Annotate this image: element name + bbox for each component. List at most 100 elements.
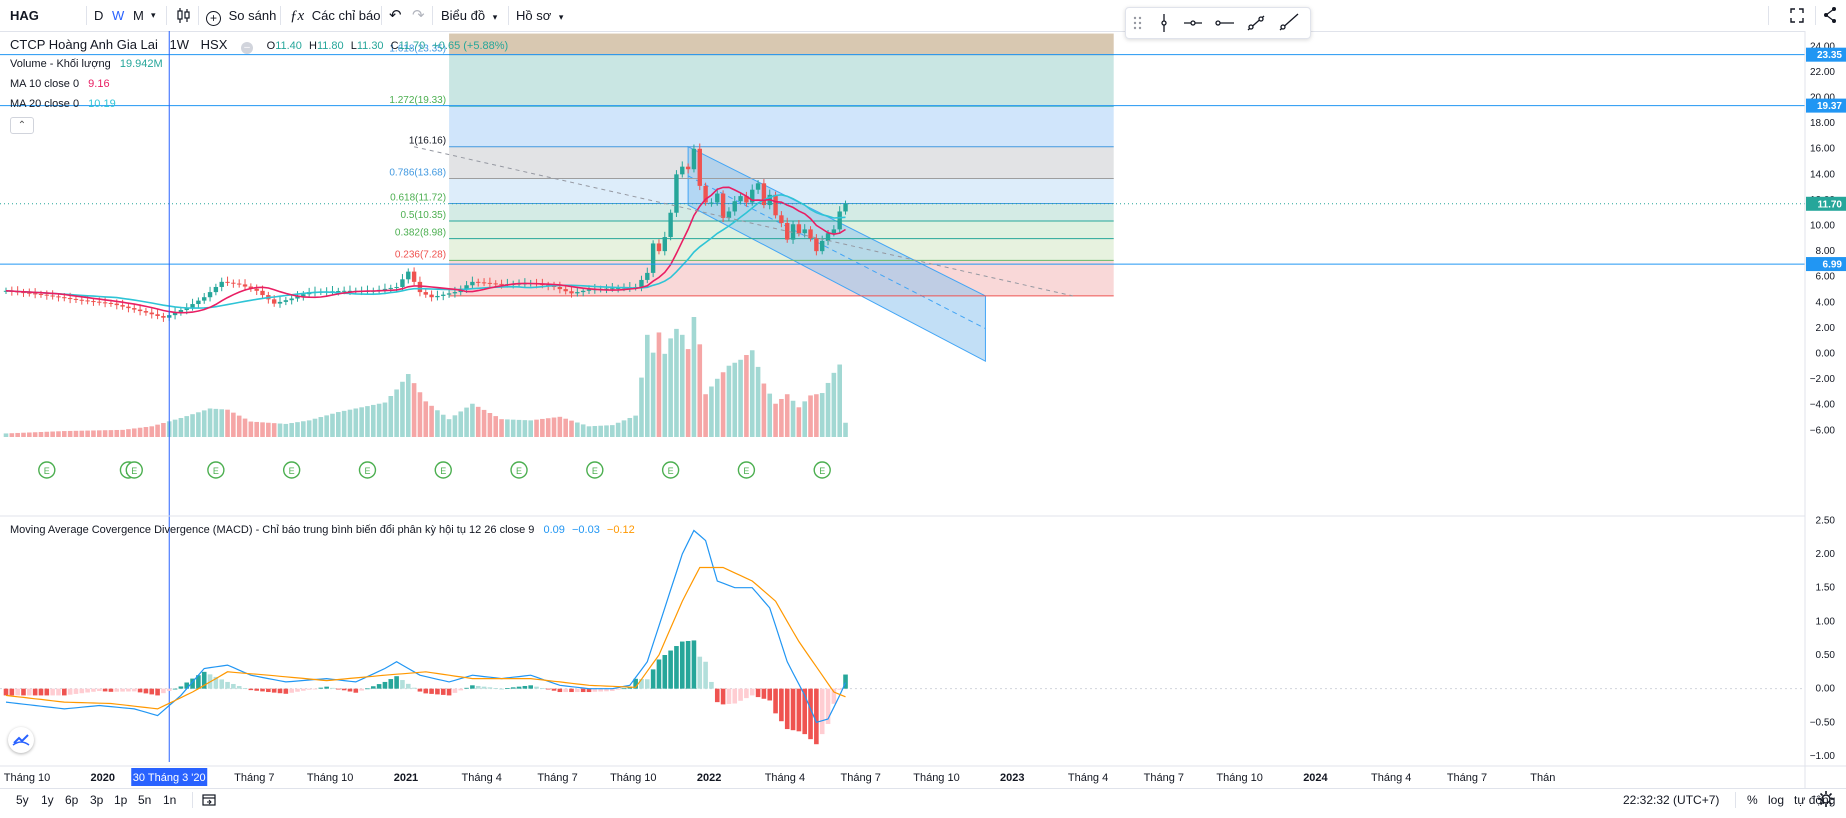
- candle-body: [190, 304, 195, 308]
- price-scale[interactable]: 24.0022.0020.0018.0016.0014.0012.0010.00…: [0, 31, 1846, 788]
- percent-scale-toggle[interactable]: %: [1747, 793, 1758, 807]
- channel-midline: [687, 175, 986, 330]
- candle-body: [196, 300, 201, 305]
- divider: [432, 6, 433, 25]
- profile-menu[interactable]: Hồ sơ ▾: [516, 0, 563, 31]
- divider: [1768, 6, 1769, 25]
- volume-bar: [621, 420, 627, 437]
- horizontal-line-icon[interactable]: [1215, 20, 1234, 26]
- volume-bar: [528, 420, 533, 437]
- macd-histogram-bar: [411, 687, 417, 689]
- macd-lines: [5, 529, 847, 724]
- candle-body: [569, 291, 574, 294]
- range-1m[interactable]: 1p: [114, 793, 128, 807]
- macd-histogram-bar: [563, 688, 568, 693]
- candle: [283, 297, 289, 306]
- macd-histogram-bar: [21, 688, 26, 696]
- price-tick-label: 6.00: [1816, 272, 1836, 283]
- candle-body: [464, 285, 469, 289]
- collapse-legend-button[interactable]: ⌃: [10, 117, 34, 134]
- go-to-date-icon[interactable]: [202, 789, 216, 811]
- macd-histogram-bar: [440, 688, 446, 695]
- macd-histogram-bar: [417, 688, 423, 692]
- log-scale-toggle[interactable]: log: [1768, 793, 1785, 807]
- macd-histogram-bar: [761, 688, 767, 699]
- price-tag-bg: [1806, 98, 1846, 113]
- earnings-event-marker: E: [661, 461, 680, 479]
- symbol-search[interactable]: HAG: [10, 8, 39, 23]
- share-icon[interactable]: [1822, 0, 1838, 31]
- candle: [213, 283, 219, 296]
- candle-body: [382, 288, 388, 290]
- range-1y[interactable]: 1y: [41, 793, 54, 807]
- candle-body: [143, 311, 149, 313]
- clock-time[interactable]: 22:32:32 (UTC+7): [1623, 793, 1720, 807]
- volume-bar: [645, 334, 650, 437]
- volume-bar: [394, 389, 399, 437]
- ohlc-values: O11.40 H11.80 L11.30 C11.70 +0.65 (+5.88…: [267, 40, 509, 52]
- candle-body: [73, 298, 79, 300]
- undo-icon[interactable]: ↶: [389, 7, 402, 24]
- macd-histogram-bar: [779, 688, 784, 722]
- redo-icon[interactable]: ↷: [412, 7, 425, 24]
- macd-histogram-bar: [493, 688, 499, 689]
- gear-icon[interactable]: [1816, 788, 1836, 810]
- event-label: E: [819, 466, 825, 476]
- compare-label: So sánh: [228, 8, 277, 23]
- macd-histogram-bar: [353, 688, 359, 693]
- horizontal-ray-icon[interactable]: [1184, 20, 1202, 26]
- range-5y[interactable]: 5y: [16, 793, 29, 807]
- vertical-line-icon[interactable]: [1161, 14, 1167, 32]
- fullscreen-icon[interactable]: [1789, 0, 1805, 31]
- interval-month[interactable]: M: [133, 8, 144, 23]
- time-tick-label: 2024: [1303, 772, 1328, 784]
- event-circle: [282, 461, 301, 479]
- chart-layout-menu[interactable]: Biểu đồ ▾: [441, 0, 497, 31]
- range-6m[interactable]: 6p: [65, 793, 79, 807]
- volume-bar: [446, 419, 452, 437]
- candle-body: [476, 281, 481, 283]
- volume-bar: [295, 422, 300, 437]
- ray-icon[interactable]: [1279, 13, 1299, 31]
- trend-line-icon[interactable]: [1247, 15, 1265, 31]
- drag-handle-icon[interactable]: [1133, 16, 1142, 30]
- volume-bar: [610, 425, 615, 437]
- time-scale[interactable]: Tháng 10 2020 30 Tháng 3 '20 Tháng 7 Tháng 1…: [0, 765, 1846, 786]
- chart-canvas[interactable]: 1.618(23.35) 1.272(19.33) 1(16.16) 0.786(13…: [0, 31, 1846, 788]
- candle: [406, 268, 411, 284]
- volume-bar: [50, 431, 55, 437]
- volume-bar: [586, 426, 592, 437]
- candle: [429, 290, 434, 302]
- divider: [381, 6, 382, 25]
- range-5d[interactable]: 5n: [138, 793, 152, 807]
- interval-week[interactable]: W: [112, 8, 125, 23]
- compare-button[interactable]: + So sánh: [206, 0, 276, 31]
- macd-histogram-bar: [487, 687, 493, 689]
- volume-bar: [417, 392, 423, 437]
- indicators-label: Các chỉ báo: [311, 8, 381, 23]
- volume-bar: [522, 420, 528, 437]
- volume-bar: [819, 393, 825, 437]
- interval-day[interactable]: D: [94, 8, 104, 23]
- candle: [738, 192, 743, 205]
- candle: [843, 200, 848, 215]
- candles-icon[interactable]: [176, 0, 192, 31]
- legend-settings-icon[interactable]: –: [241, 42, 254, 54]
- macd-histogram-bar: [318, 687, 324, 689]
- macd-histogram-bar: [814, 688, 819, 745]
- time-tick-label: Tháng 4: [1068, 772, 1108, 784]
- range-3m[interactable]: 3p: [90, 793, 104, 807]
- candle: [814, 234, 819, 256]
- macd-histogram-bar: [283, 688, 289, 694]
- macd-histogram-bar: [615, 688, 621, 690]
- macd-histogram-bar: [592, 688, 598, 692]
- macd-histogram-bar: [668, 650, 673, 689]
- range-1d[interactable]: 1n: [163, 793, 177, 807]
- chevron-down-icon[interactable]: ▾: [151, 10, 156, 20]
- candle-body: [802, 229, 807, 234]
- candle-body: [120, 305, 125, 307]
- indicators-button[interactable]: ƒx Các chỉ báo: [290, 0, 380, 31]
- earnings-event-marker: E: [510, 461, 528, 479]
- tradingview-logo-icon[interactable]: [8, 727, 34, 753]
- volume-bar: [505, 419, 510, 437]
